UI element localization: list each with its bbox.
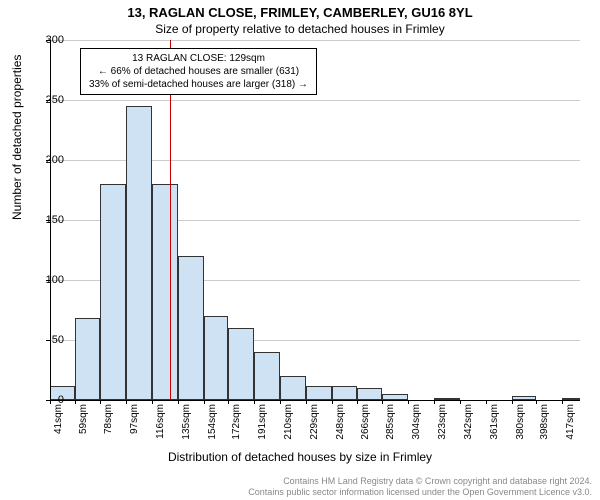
xtick-label: 116sqm — [155, 404, 166, 439]
xtick-label: 78sqm — [103, 404, 114, 434]
chart-title-sub: Size of property relative to detached ho… — [0, 22, 600, 36]
info-box-line3: 33% of semi-detached houses are larger (… — [89, 78, 308, 91]
xtick-label: 191sqm — [257, 404, 268, 440]
info-box: 13 RAGLAN CLOSE: 129sqm← 66% of detached… — [80, 48, 317, 95]
histogram-bar — [306, 386, 332, 400]
gridline — [50, 100, 580, 101]
histogram-bar — [75, 318, 101, 400]
y-axis-label: Number of detached properties — [10, 55, 24, 220]
histogram-bar — [332, 386, 357, 400]
histogram-bar — [126, 106, 152, 400]
histogram-bar — [357, 388, 383, 400]
xtick-label: 398sqm — [539, 404, 550, 440]
xtick-label: 59sqm — [78, 404, 89, 434]
footer-line2: Contains public sector information licen… — [248, 487, 592, 498]
chart-title-main: 13, RAGLAN CLOSE, FRIMLEY, CAMBERLEY, GU… — [0, 5, 600, 20]
xtick-label: 229sqm — [309, 404, 320, 440]
ytick-label: 200 — [34, 154, 64, 166]
histogram-bar — [280, 376, 306, 400]
footer-attribution: Contains HM Land Registry data © Crown c… — [248, 476, 592, 498]
info-box-line2: ← 66% of detached houses are smaller (63… — [89, 65, 308, 78]
histogram-bar — [204, 316, 229, 400]
xtick-label: 323sqm — [437, 404, 448, 440]
ytick-label: 150 — [34, 214, 64, 226]
xtick-label: 361sqm — [489, 404, 500, 440]
xtick-label: 172sqm — [231, 404, 242, 440]
xtick-label: 135sqm — [181, 404, 192, 440]
xtick-label: 304sqm — [411, 404, 422, 440]
gridline — [50, 40, 580, 41]
ytick-label: 300 — [34, 34, 64, 46]
ytick-label: 0 — [34, 394, 64, 406]
ytick-label: 250 — [34, 94, 64, 106]
ytick-label: 50 — [34, 334, 64, 346]
xtick-label: 285sqm — [385, 404, 396, 440]
xtick-label: 380sqm — [515, 404, 526, 440]
xtick-label: 417sqm — [565, 404, 576, 440]
ytick-label: 100 — [34, 274, 64, 286]
histogram-bar — [152, 184, 178, 400]
x-axis-line — [50, 400, 580, 401]
info-box-line1: 13 RAGLAN CLOSE: 129sqm — [89, 52, 308, 65]
xtick-label: 342sqm — [463, 404, 474, 440]
xtick-label: 248sqm — [335, 404, 346, 440]
x-axis-label: Distribution of detached houses by size … — [0, 450, 600, 464]
xtick-label: 154sqm — [207, 404, 218, 440]
xtick-label: 97sqm — [129, 404, 140, 434]
xtick-label: 210sqm — [283, 404, 294, 440]
histogram-bar — [100, 184, 126, 400]
histogram-bar — [178, 256, 204, 400]
chart-plot-area: 41sqm59sqm78sqm97sqm116sqm135sqm154sqm17… — [50, 40, 580, 400]
xtick-label: 266sqm — [360, 404, 371, 440]
footer-line1: Contains HM Land Registry data © Crown c… — [248, 476, 592, 487]
histogram-bar — [228, 328, 254, 400]
histogram-bar — [254, 352, 280, 400]
xtick-label: 41sqm — [53, 404, 64, 434]
